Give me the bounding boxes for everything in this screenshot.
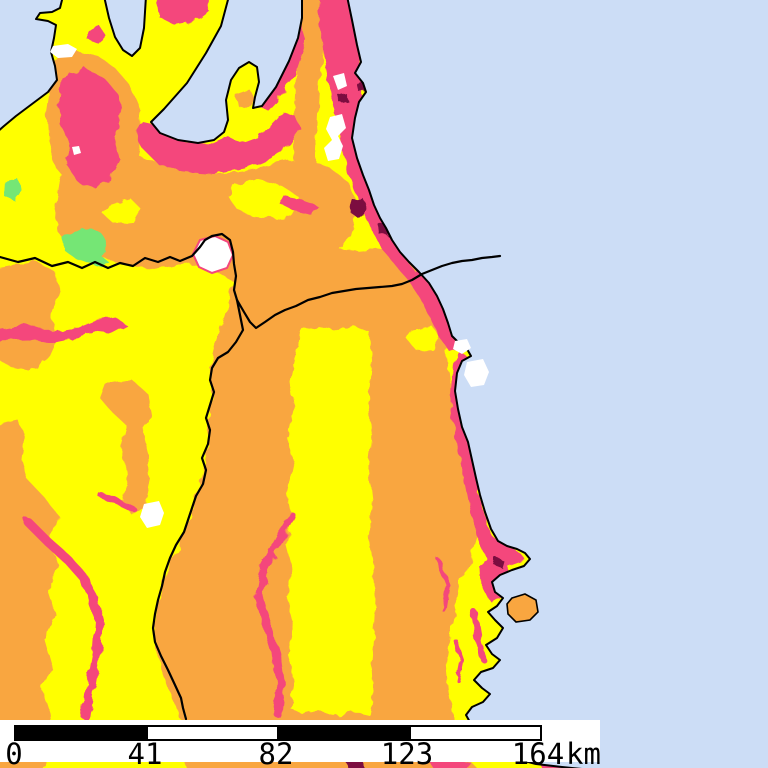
mutsu-bay bbox=[150, 0, 303, 144]
region-orange-shimokita-west bbox=[293, 0, 330, 240]
scale-label-0: 0 bbox=[5, 737, 23, 768]
white-patch-coast-mid bbox=[464, 359, 489, 387]
region-pink-akita-ribbon bbox=[0, 317, 127, 342]
island-sanriku bbox=[506, 593, 539, 623]
border-aomori-akita bbox=[0, 232, 239, 302]
region-yellow-kitakami-column bbox=[286, 326, 376, 716]
sea-of-japan-northwest bbox=[0, 0, 64, 131]
lake-tazawa bbox=[140, 501, 164, 528]
region-pink-inland-streak-2 bbox=[453, 638, 464, 682]
region-pink-river-small bbox=[97, 491, 136, 512]
lake-ogawara bbox=[324, 114, 346, 161]
region-orange-central-belt bbox=[55, 152, 358, 270]
scale-bar-segment-1 bbox=[147, 727, 279, 739]
region-orange-lowerleft-band bbox=[0, 420, 58, 768]
region-pink-ria-ribbon bbox=[471, 609, 485, 661]
landcover-layer bbox=[0, 0, 575, 768]
coastline bbox=[346, 0, 583, 768]
region-green-patch-west bbox=[4, 179, 22, 200]
region-yellow-belt-hole bbox=[102, 198, 142, 224]
region-darkred-spot-6 bbox=[338, 93, 348, 103]
white-dot-tsugaru bbox=[72, 146, 81, 155]
region-yellow-kitakami-small bbox=[406, 326, 440, 350]
region-orange-midleft-blob bbox=[100, 380, 152, 515]
region-pink-north-cape bbox=[156, 0, 210, 25]
region-orange-left-edge-upper bbox=[0, 261, 59, 371]
scale-bar-panel: 0 41 82 123 164 km bbox=[0, 720, 601, 768]
region-pink-river-center bbox=[255, 512, 296, 718]
border-aomori-iwate bbox=[235, 254, 502, 330]
scale-bar-segment-2 bbox=[279, 727, 411, 739]
region-pink-river-bottomleft bbox=[23, 517, 104, 721]
region-pink-inland-streak-1 bbox=[436, 558, 450, 612]
white-patch-northwest bbox=[50, 44, 77, 58]
region-darkred-spot-1 bbox=[350, 198, 366, 218]
region-pink-tsugaru-massif bbox=[58, 68, 122, 188]
scale-bar-segment-3 bbox=[410, 727, 540, 739]
region-darkred-spot-3 bbox=[494, 558, 504, 568]
region-pink-hakkoda-streak bbox=[280, 196, 318, 215]
scale-label-41: 41 bbox=[127, 737, 163, 768]
scale-label-82: 82 bbox=[258, 737, 294, 768]
scale-bar-segment-0 bbox=[16, 727, 148, 739]
lake-small-shimokita bbox=[333, 73, 347, 90]
scale-unit-km: km bbox=[566, 737, 601, 768]
region-yellow-hakkoda-patch bbox=[228, 180, 298, 219]
scale-label-123: 123 bbox=[380, 737, 434, 768]
aomori-bay-inlet bbox=[103, 0, 147, 57]
region-pink-bay-shore bbox=[136, 112, 300, 174]
white-patch-coast-hook bbox=[453, 339, 471, 354]
region-green-patch-foothill bbox=[62, 228, 110, 267]
scale-bar bbox=[14, 725, 542, 741]
region-orange-cape-base bbox=[236, 90, 256, 108]
region-pink-east-coast-band bbox=[318, 0, 462, 352]
border-akita-iwate bbox=[151, 298, 245, 721]
region-pink-nw-speckle bbox=[88, 26, 106, 44]
scale-label-164: 164 bbox=[511, 737, 565, 768]
lake-towada bbox=[191, 234, 235, 275]
